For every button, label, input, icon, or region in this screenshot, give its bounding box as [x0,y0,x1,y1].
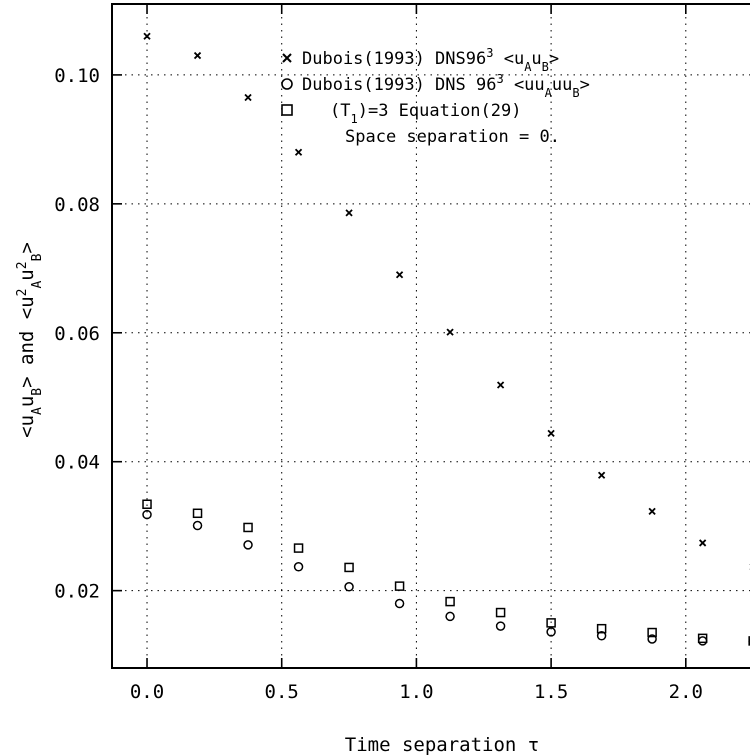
data-point-circle [647,634,657,644]
legend-marker-cross [282,53,292,63]
data-point-circle [546,627,556,637]
data-point-square [748,636,750,646]
legend-entry-cross: Dubois(1993) DNS963 <uAuB> [282,46,559,74]
data-point-cross [496,381,505,389]
data-point-cross [446,328,454,336]
data-point-cross [597,471,606,479]
x-tick-label: 0.0 [130,681,164,703]
data-point-square [546,618,556,628]
cross-stroke [244,93,252,102]
series-square [142,499,750,646]
cross-stroke [597,471,606,479]
cross-stroke [345,209,353,217]
data-point-cross [345,209,353,217]
data-point-square [697,633,708,644]
data-point-circle [192,520,203,531]
data-point-cross [698,539,707,547]
x-tick-label: 2.0 [669,681,703,703]
data-point-cross [244,93,252,102]
cross-stroke [193,51,202,60]
y-axis: 0.02 0.04 0.06 0.08 0.10 [54,65,122,603]
data-point-circle [394,598,405,609]
legend-label-square: (T1)=3 Equation(29) [330,101,521,126]
data-point-square [192,508,203,519]
y-tick-label: 0.02 [54,581,100,603]
y-tick-label: 0.06 [54,323,100,345]
x-axis-label: Time separation τ [345,734,539,756]
data-point-square [495,607,506,618]
data-point-cross [547,429,555,437]
cross-stroke [547,429,555,437]
data-point-square [243,522,253,533]
data-point-circle [697,636,708,646]
data-point-square [394,581,405,591]
x-tick-label: 1.0 [399,681,433,703]
data-point-circle [293,562,304,572]
legend-marker-square [281,104,293,116]
plot-frame [111,3,750,669]
cross-stroke [698,539,707,547]
series-circle [142,509,750,646]
data-point-square [293,543,304,553]
y-axis-label: <uAuB> and <u2Au2B> [15,242,45,438]
cross-stroke [648,507,656,515]
data-point-cross [193,51,202,60]
legend: Dubois(1993) DNS963 <uAuB> Dubois(1993) … [281,46,590,147]
data-point-circle [445,611,455,622]
x-axis: 0.0 0.5 1.0 1.5 2.0 [130,4,703,703]
cross-stroke [294,148,303,156]
data-point-cross [143,32,151,40]
data-point-circle [243,540,253,550]
legend-marker-circle [281,78,293,90]
cross-stroke [446,328,454,336]
data-point-cross [294,148,303,156]
data-point-square [142,499,152,510]
y-tick-label: 0.08 [54,194,100,216]
x-tick-label: 1.5 [534,681,568,703]
data-point-square [344,562,354,573]
data-point-square [445,596,455,607]
x-tick-label: 0.5 [265,681,299,703]
cross-stroke [395,271,404,279]
cross-stroke [143,32,151,40]
legend-entry-square: (T1)=3 Equation(29) [281,101,521,126]
data-point-cross [648,507,656,515]
annotation-space-separation: Space separation = 0. [345,127,560,147]
data-point-circle [344,582,354,592]
series-x [143,32,750,570]
cross-stroke [496,381,505,389]
legend-entry-circle: Dubois(1993) DNS 963 <uuAuuB> [281,72,590,100]
legend-label-circle: Dubois(1993) DNS 963 <uuAuuB> [302,72,590,100]
data-point-circle [142,509,152,520]
data-points [142,32,750,646]
data-point-circle [495,621,506,631]
data-point-square [647,627,657,638]
data-point-square [596,623,607,634]
legend-label-cross: Dubois(1993) DNS963 <uAuB> [302,46,559,74]
data-point-circle [596,631,607,641]
y-tick-label: 0.04 [54,452,100,474]
y-tick-label: 0.10 [54,65,100,87]
data-point-cross [395,271,404,279]
